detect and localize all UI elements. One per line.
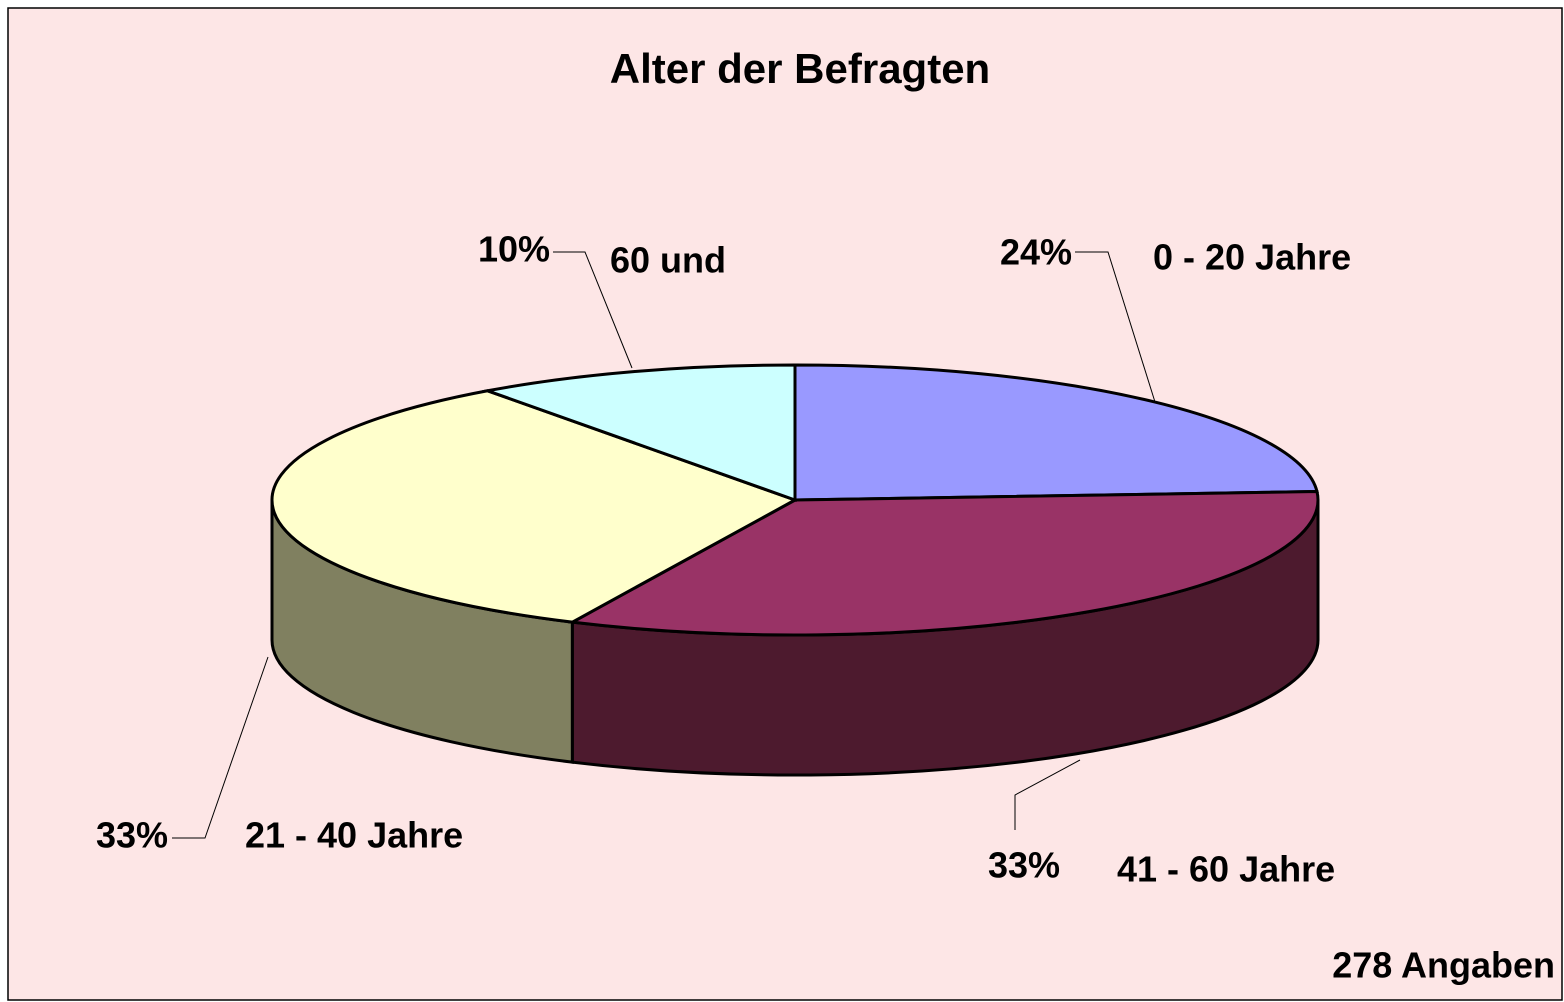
category-label: 60 und [610,240,726,281]
slice [567,490,1320,637]
slice [793,363,1319,502]
leader-line [172,656,269,839]
footnote: 278 Angaben [1332,945,1555,986]
category-label: 41 - 60 Jahre [1117,849,1335,890]
leader-line [1014,759,1081,830]
slice [270,389,799,624]
category-label: 0 - 20 Jahre [1153,237,1351,278]
value-label: 33% [988,845,1060,886]
value-label: 10% [478,229,550,270]
value-label: 33% [96,815,168,856]
slice [481,363,797,503]
leader-line [1075,251,1156,403]
value-label: 24% [1000,232,1072,273]
leader-line [553,251,633,369]
category-label: 21 - 40 Jahre [245,815,463,856]
chart-title: Alter der Befragten [610,45,990,92]
